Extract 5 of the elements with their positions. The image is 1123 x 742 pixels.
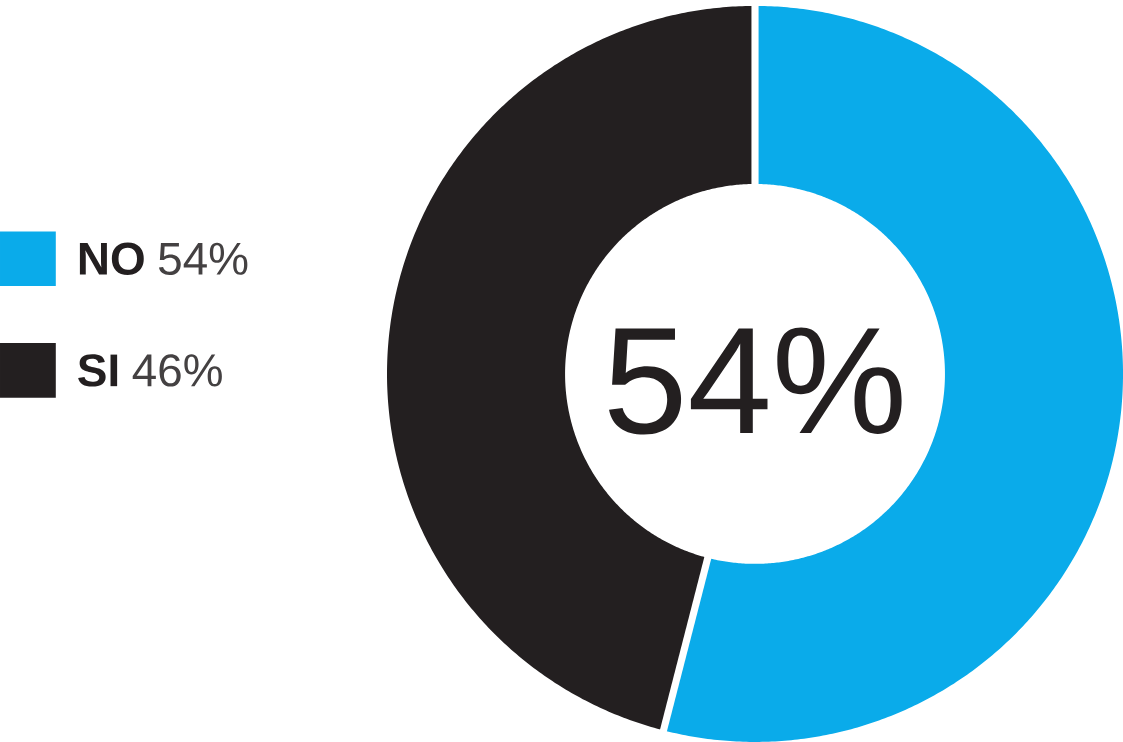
legend-label: SI [78, 354, 118, 387]
data-label: 46% [132, 354, 222, 387]
text: 54% [609, 327, 902, 435]
legend-label: NO [79, 242, 144, 276]
data-label: 54% [158, 242, 248, 276]
